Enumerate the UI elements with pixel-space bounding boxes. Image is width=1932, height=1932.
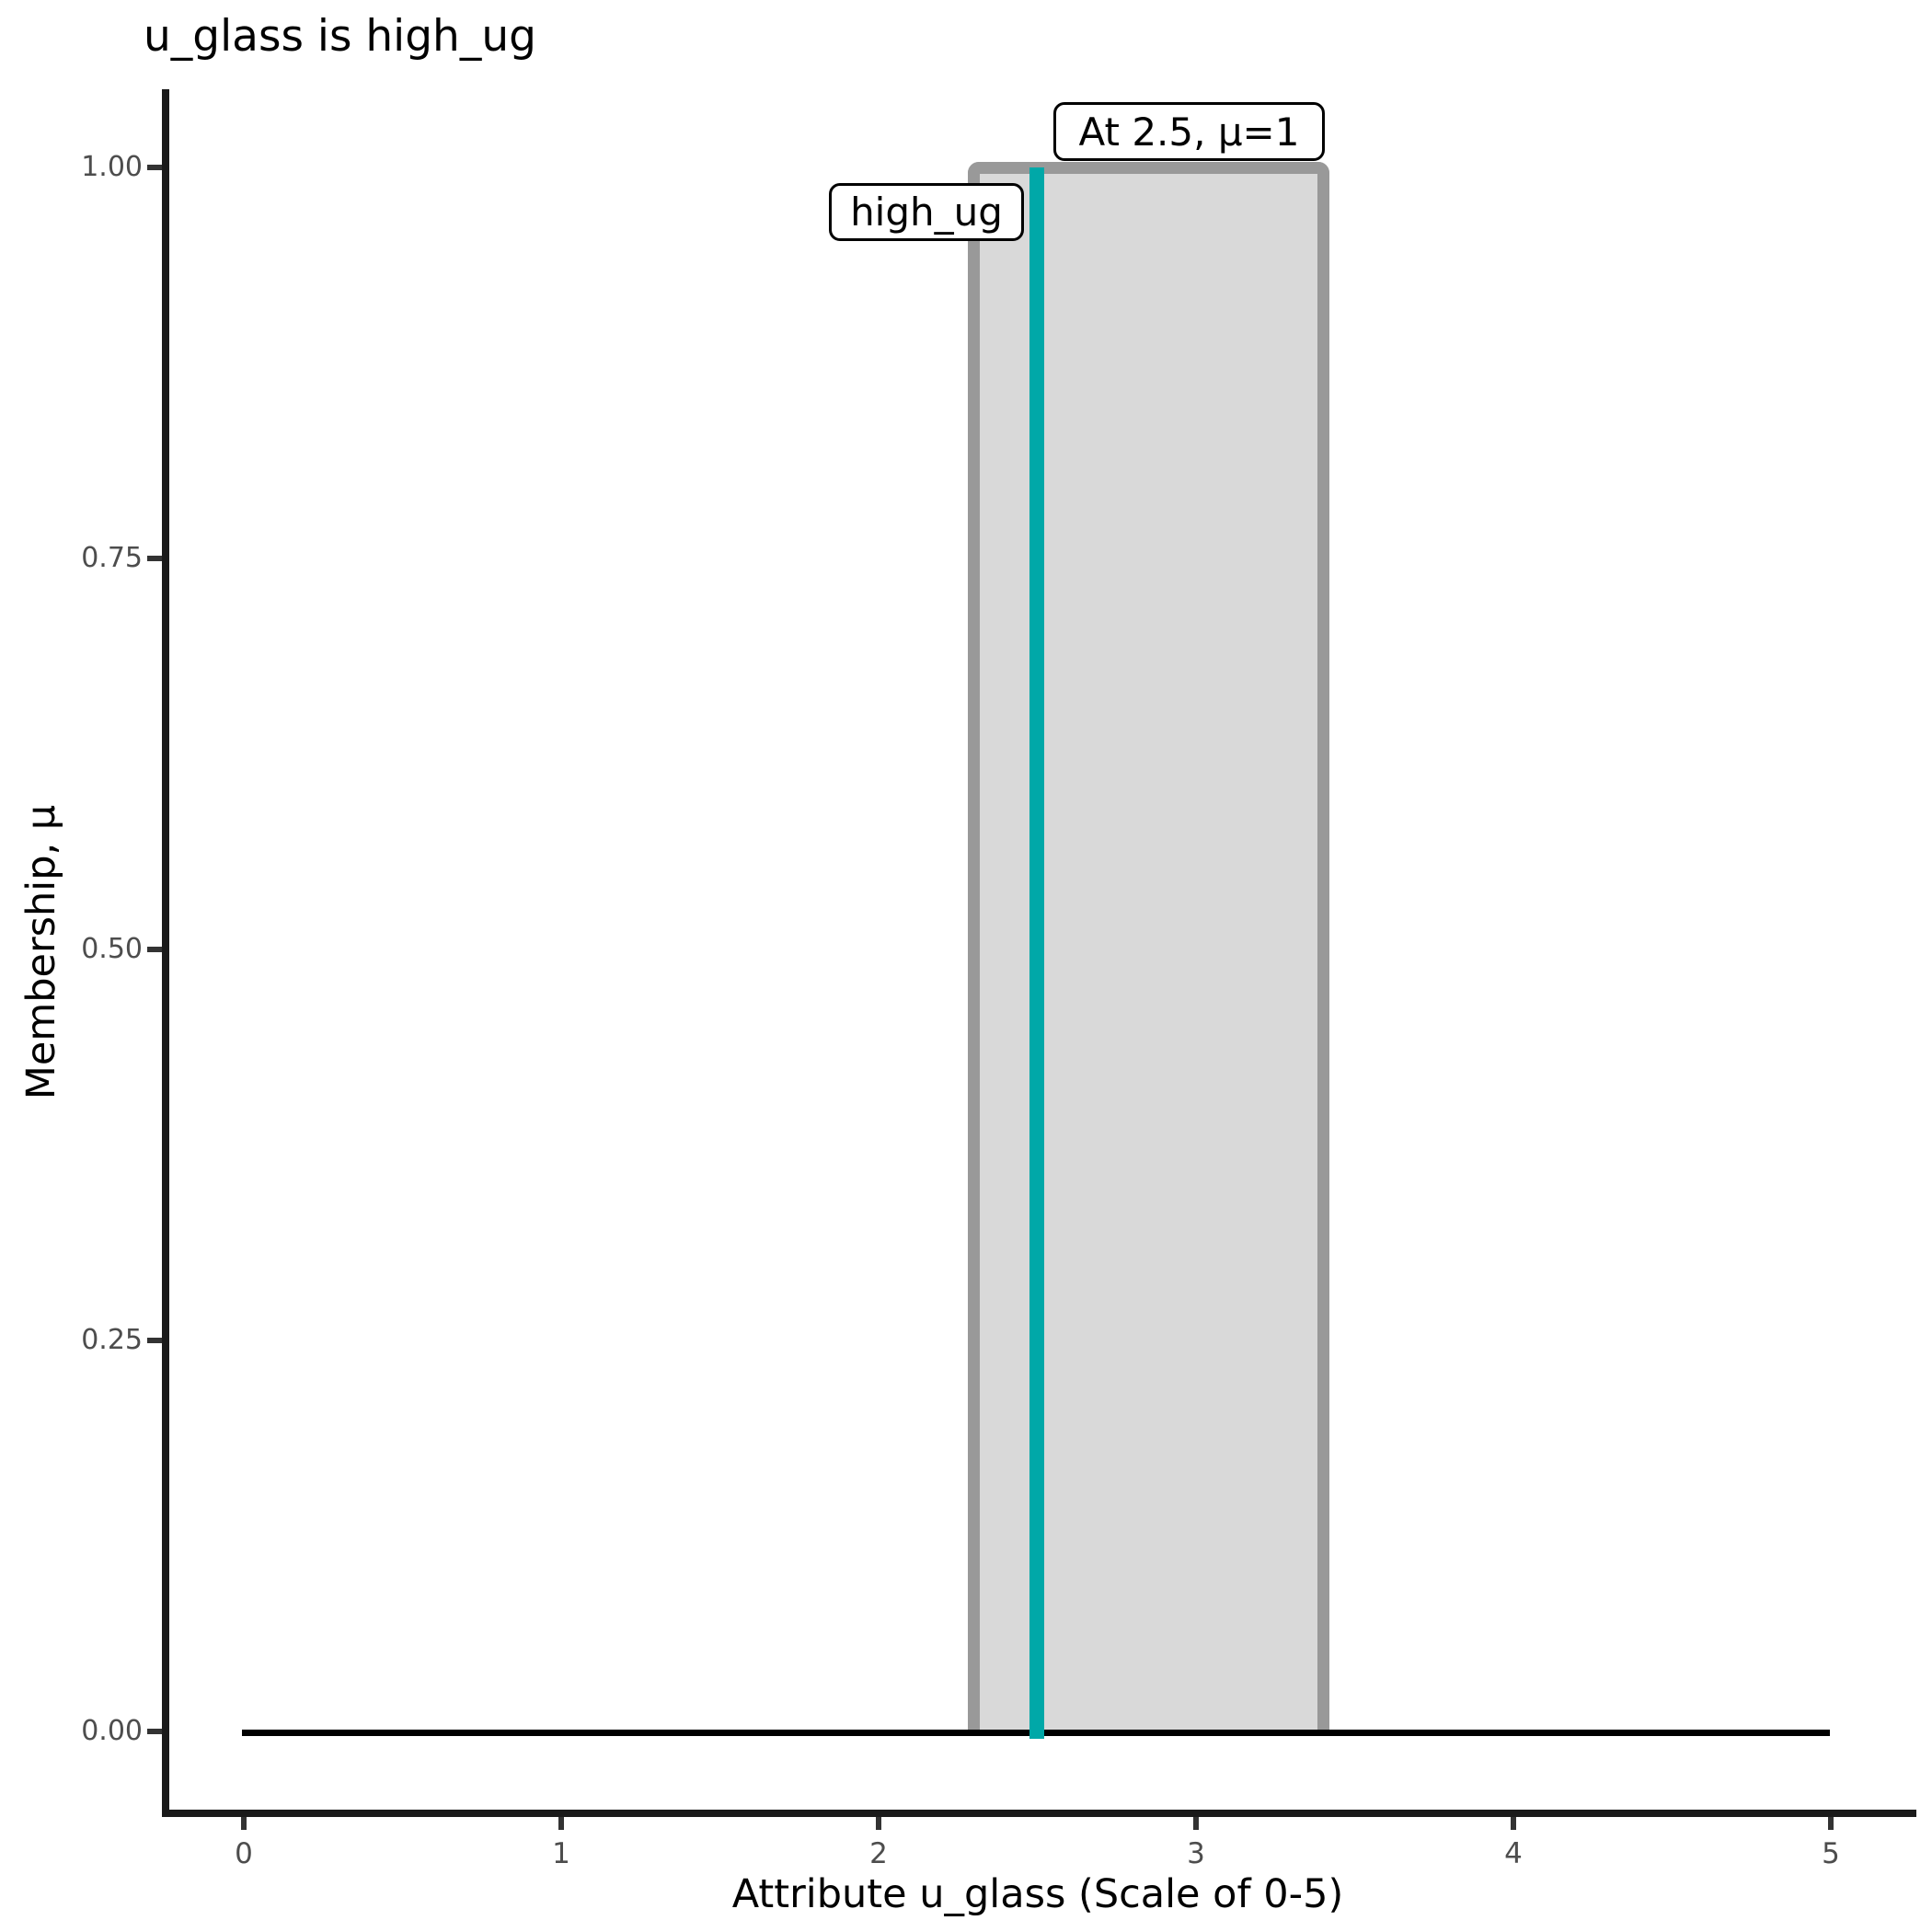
y-axis-line	[162, 89, 169, 1817]
y-tick-mark-0.50	[147, 947, 162, 952]
x-axis-label: Attribute u_glass (Scale of 0-5)	[731, 1871, 1344, 1917]
membership-function-high-ug	[968, 162, 1329, 1735]
y-tick-label: 0.50	[81, 933, 143, 965]
x-tick-label: 3	[1187, 1837, 1205, 1870]
y-tick-mark-1.00	[147, 165, 162, 170]
y-tick-label: 0.00	[81, 1715, 143, 1747]
x-tick-mark-5	[1828, 1817, 1834, 1830]
y-tick-label: 1.00	[81, 151, 143, 183]
x-tick-label: 4	[1504, 1837, 1523, 1870]
x-tick-label: 1	[552, 1837, 570, 1870]
x-tick-label: 2	[869, 1837, 888, 1870]
x-tick-label: 0	[235, 1837, 253, 1870]
x-tick-mark-1	[558, 1817, 564, 1830]
y-tick-label: 0.75	[81, 542, 143, 574]
annotation-at-2.5-mu-1: At 2.5, μ=1	[1053, 102, 1325, 161]
y-axis-label: Membership, μ	[18, 804, 64, 1100]
x-tick-mark-2	[876, 1817, 881, 1830]
annotation-text: high_ug	[850, 190, 1003, 235]
x-tick-mark-3	[1193, 1817, 1199, 1830]
y-tick-mark-0.25	[147, 1338, 162, 1343]
evaluation-line-x-2.5	[1029, 167, 1044, 1739]
x-tick-mark-0	[241, 1817, 247, 1830]
y-tick-mark-0.00	[147, 1729, 162, 1734]
x-tick-mark-4	[1511, 1817, 1516, 1830]
chart-title: u_glass is high_ug	[144, 11, 536, 62]
y-tick-label: 0.25	[81, 1324, 143, 1356]
annotation-text: At 2.5, μ=1	[1078, 109, 1300, 155]
x-axis-line	[162, 1810, 1916, 1817]
annotation-high-ug: high_ug	[829, 183, 1024, 241]
x-tick-label: 5	[1822, 1837, 1840, 1870]
y-tick-mark-0.75	[147, 556, 162, 561]
